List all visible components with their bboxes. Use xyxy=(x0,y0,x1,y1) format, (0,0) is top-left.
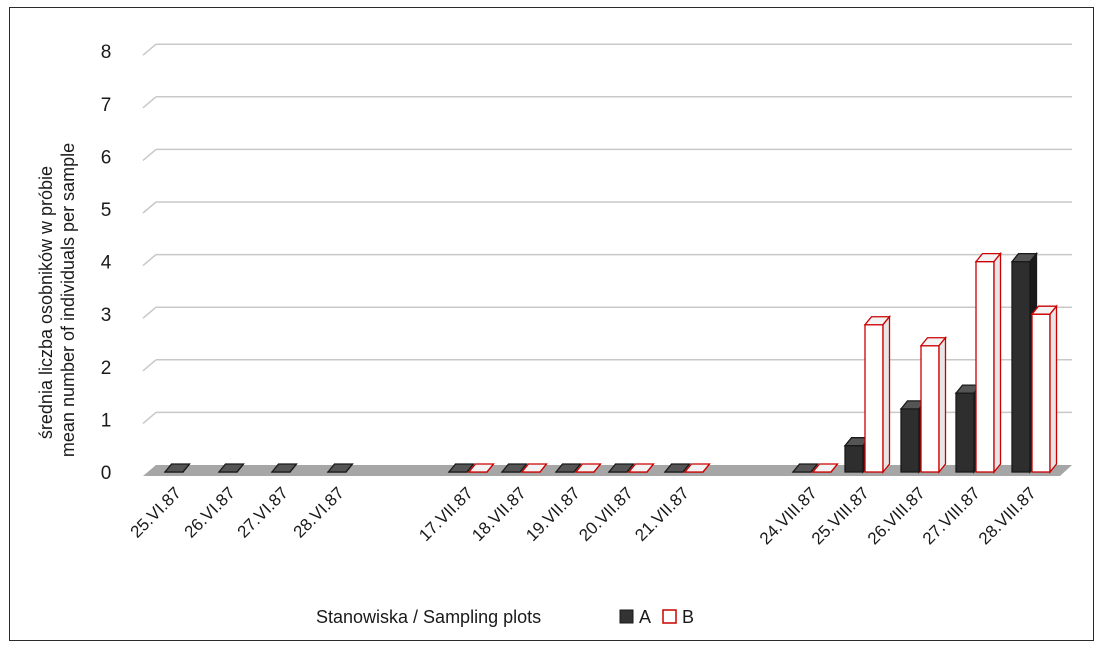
x-tick-label: 26.VI.87 xyxy=(181,483,239,541)
bar-b xyxy=(863,314,891,474)
legend-swatch-b xyxy=(662,609,677,624)
bar-b xyxy=(811,463,839,473)
bar-b-front xyxy=(975,260,995,473)
x-tick-label: 25.VI.87 xyxy=(127,483,185,541)
legend-label-a: A xyxy=(639,607,651,627)
bar-a xyxy=(217,463,245,473)
bar-a-front xyxy=(955,392,975,473)
legend-swatch-a xyxy=(619,609,634,624)
y-tick-labels: 0 1 2 3 4 5 6 7 8 xyxy=(101,42,112,484)
bars xyxy=(163,251,1058,474)
bar-a xyxy=(663,463,691,473)
x-tick-label: 27.VIII.87 xyxy=(919,483,984,548)
x-tick-label: 26.VIII.87 xyxy=(864,483,929,548)
bar-b-front xyxy=(1031,313,1051,473)
y-tick-label: 7 xyxy=(101,95,112,116)
x-tick-label: 28.VI.87 xyxy=(290,483,348,541)
bar-a xyxy=(791,463,819,473)
bar-a xyxy=(270,463,298,473)
bar-a xyxy=(607,463,635,473)
bar-a xyxy=(326,463,354,473)
gridline-depth xyxy=(142,96,157,109)
bar-b xyxy=(1030,304,1058,474)
y-axis-label: średnia liczba osobników w próbie mean n… xyxy=(36,143,78,457)
bar-a xyxy=(447,463,475,473)
bar-b-side xyxy=(830,463,839,473)
bar-a-side xyxy=(289,463,298,473)
bar-b xyxy=(467,463,495,473)
gridline-depth xyxy=(142,359,157,372)
bar-b-side xyxy=(486,463,495,473)
bar-a xyxy=(954,383,982,474)
bar-b-side xyxy=(1049,304,1058,474)
bar-b-side xyxy=(702,463,711,473)
x-tick-label: 18.VII.87 xyxy=(468,483,530,545)
bar-a-front xyxy=(1011,260,1031,473)
y-axis-label-line-2: mean number of individuals per sample xyxy=(58,143,78,457)
bar-b-side xyxy=(539,463,548,473)
x-tick-label: 27.VI.87 xyxy=(234,483,292,541)
chart-frame xyxy=(9,7,1094,641)
bar-b-front xyxy=(864,324,884,473)
y-tick-label: 1 xyxy=(101,410,112,431)
gridline-depth xyxy=(142,43,157,56)
y-tick-label: 6 xyxy=(101,147,112,168)
bar-b-side xyxy=(938,335,947,474)
bar-a xyxy=(163,463,191,473)
bar-a-side xyxy=(236,463,245,473)
y-tick-label: 3 xyxy=(101,305,112,326)
gridline-depth xyxy=(142,254,157,267)
x-tick-label: 19.VII.87 xyxy=(522,483,584,545)
y-tick-label: 5 xyxy=(101,200,112,221)
bar-a-front xyxy=(900,408,920,473)
legend-title: Stanowiska / Sampling plots xyxy=(316,607,541,627)
bar-a-side xyxy=(466,463,475,473)
y-tick-label: 8 xyxy=(101,42,112,63)
y-axis-label-line-1: średnia liczba osobników w próbie xyxy=(36,166,56,439)
bar-b xyxy=(919,335,947,474)
bar-b-side xyxy=(993,251,1002,474)
bar-b xyxy=(520,463,548,473)
legend: Stanowiska / Sampling plots A B xyxy=(316,607,694,627)
gridline-depth xyxy=(142,148,157,161)
bar-a-side xyxy=(573,463,582,473)
x-tick-label: 21.VII.87 xyxy=(631,483,693,545)
gridline-depth xyxy=(142,201,157,214)
bar-b-side xyxy=(882,314,891,474)
bar-b-front xyxy=(920,345,940,473)
floor-plane xyxy=(143,465,1072,476)
y-tick-label: 2 xyxy=(101,358,112,379)
bar-a xyxy=(500,463,528,473)
gridlines xyxy=(142,43,1072,424)
bar-a-side xyxy=(682,463,691,473)
bar-a-side xyxy=(810,463,819,473)
x-tick-label: 17.VII.87 xyxy=(415,483,477,545)
gridline-depth xyxy=(142,411,157,424)
chart-floor xyxy=(143,465,1072,476)
bar-a-side xyxy=(626,463,635,473)
gridline-depth xyxy=(142,306,157,319)
x-tick-label: 20.VII.87 xyxy=(575,483,637,545)
bar-a xyxy=(554,463,582,473)
bar-a-front xyxy=(844,445,864,473)
bar-b xyxy=(974,251,1002,474)
bar-b xyxy=(574,463,602,473)
x-tick-label: 25.VIII.87 xyxy=(808,483,873,548)
bar-b-side xyxy=(593,463,602,473)
bar-b-side xyxy=(646,463,655,473)
bar-a-side xyxy=(345,463,354,473)
bar-a-side xyxy=(182,463,191,473)
y-tick-label: 4 xyxy=(101,253,112,274)
bar-b xyxy=(683,463,711,473)
x-tick-label: 28.VIII.87 xyxy=(975,483,1040,548)
bar-b xyxy=(627,463,655,473)
legend-label-b: B xyxy=(682,607,694,627)
bar-a-side xyxy=(519,463,528,473)
y-tick-label: 0 xyxy=(101,463,112,484)
